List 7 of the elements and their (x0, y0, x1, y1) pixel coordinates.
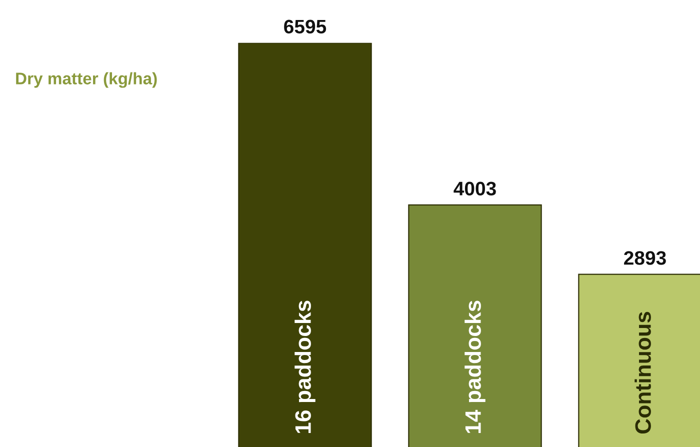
y-axis-title: Dry matter (kg/ha) (16, 72, 157, 88)
x-tick-label: Continuous (634, 312, 651, 434)
data-label: 2893 (624, 251, 666, 265)
data-label: 6595 (284, 20, 326, 34)
x-tick-label: 14 paddocks (464, 300, 486, 434)
data-label: 4003 (454, 182, 496, 196)
x-tick-label: 16 paddocks (294, 300, 316, 434)
